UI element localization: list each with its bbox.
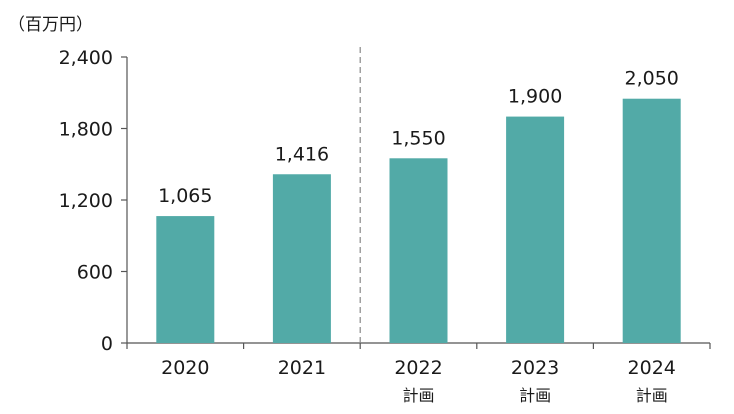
data-label: 1,550 [391, 127, 445, 149]
data-label: 1,900 [508, 86, 562, 108]
x-tick-sublabel: 計画 [402, 386, 434, 405]
x-tick-label: 2021 [278, 357, 326, 379]
bar-2023 [506, 116, 565, 343]
x-tick-label: 2020 [161, 357, 209, 379]
y-tick-label: 2,400 [59, 47, 113, 69]
y-tick-label: 600 [77, 262, 113, 284]
labels: 0 600 1,200 1,800 2,400 1,065 2020 1,416 2021 1,5… [59, 47, 679, 405]
data-label: 2,050 [624, 68, 678, 90]
x-tick-label: 2023 [511, 357, 559, 379]
y-tick-label: 1,800 [59, 119, 113, 141]
bar-2021 [272, 174, 331, 343]
x-tick-sublabel: 計画 [519, 386, 551, 405]
bars [156, 98, 681, 343]
y-axis-unit-label: （百万円） [8, 15, 93, 35]
x-tick-label: 2024 [628, 357, 676, 379]
bar-2020 [156, 216, 215, 343]
y-tick-label: 1,200 [59, 190, 113, 212]
data-label: 1,416 [275, 143, 329, 165]
y-tick-label: 0 [101, 333, 113, 355]
data-label: 1,065 [158, 185, 212, 207]
bar-2024 [622, 98, 681, 343]
bar-2022 [389, 158, 448, 343]
x-tick-label: 2022 [394, 357, 442, 379]
x-tick-sublabel: 計画 [636, 386, 668, 405]
